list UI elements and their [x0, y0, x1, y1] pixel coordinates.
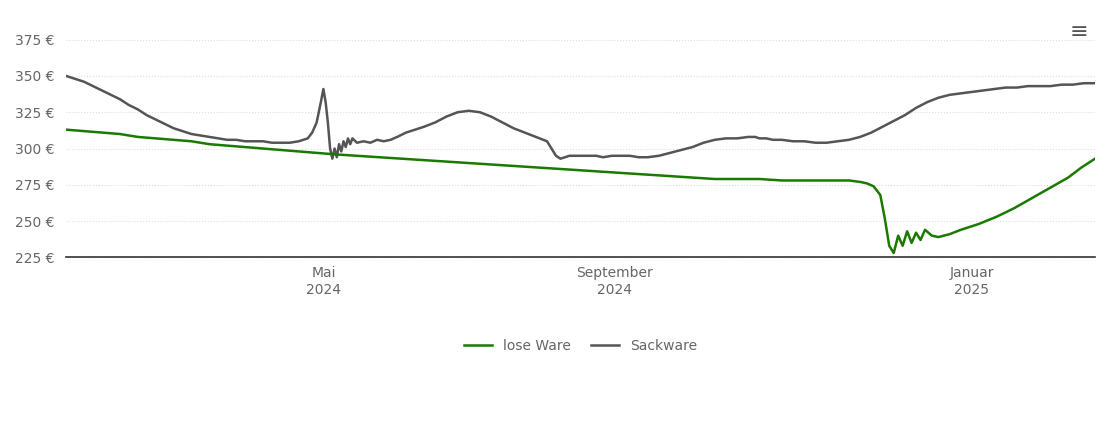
Text: ≡: ≡	[1069, 22, 1088, 42]
Legend: lose Ware, Sackware: lose Ware, Sackware	[458, 334, 703, 359]
Sackware	[549, 153, 563, 158]
Line: lose Ware: lose Ware	[67, 130, 1094, 253]
Sackware	[1088, 81, 1101, 86]
Sackware	[632, 155, 645, 160]
Sackware	[305, 130, 319, 135]
Line: Sackware: Sackware	[67, 76, 1094, 159]
lose Ware	[596, 169, 609, 174]
Sackware	[336, 139, 350, 144]
lose Ware	[1088, 156, 1101, 161]
lose Ware	[730, 176, 744, 181]
Sackware	[999, 85, 1012, 90]
Sackware	[1054, 82, 1068, 87]
lose Ware	[955, 227, 968, 232]
lose Ware	[327, 152, 341, 157]
lose Ware	[417, 158, 431, 163]
Sackware	[60, 74, 73, 79]
Sackware	[325, 156, 339, 161]
lose Ware	[1061, 175, 1074, 180]
lose Ware	[60, 127, 73, 132]
lose Ware	[887, 250, 900, 255]
